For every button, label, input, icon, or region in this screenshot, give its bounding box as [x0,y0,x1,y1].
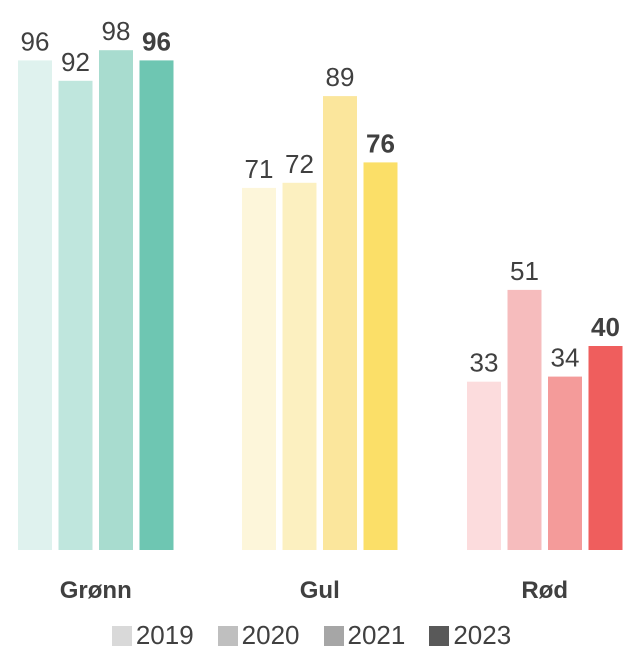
value-label-gul-2023: 76 [366,128,395,158]
bar-gul-2019 [242,187,276,550]
bar-grønn-2021 [99,50,133,550]
value-label-rød-2023: 40 [591,312,620,342]
legend-item-2023: 2023 [429,620,511,651]
legend-label: 2021 [347,620,406,650]
bar-chart: 96 92 98 96 71 72 89 76 33 51 34 40 Grønn Gul Rød [18,16,623,604]
value-label-gul-2021: 89 [326,62,355,92]
bar-grønn-2020 [58,80,93,551]
value-label-rød-2021: 34 [551,343,580,373]
value-label-rød-2019: 33 [470,348,499,378]
value-label-gul-2019: 71 [245,154,274,184]
legend-swatch [429,625,450,646]
legend-swatch [111,625,132,646]
legend-label: 2019 [135,620,194,650]
category-label-rød: Rød [521,577,568,604]
legend-label: 2020 [241,620,300,650]
value-labels-group: 96 92 98 96 71 72 89 76 33 51 34 40 [21,16,620,378]
value-label-grønn-2019: 96 [21,26,50,56]
bar-rød-2020 [507,289,542,550]
value-label-rød-2020: 51 [510,256,539,286]
bar-rød-2019 [467,381,501,550]
value-label-grønn-2021: 98 [102,16,131,46]
category-labels-group: Grønn Gul Rød [60,577,568,604]
bar-rød-2023 [588,346,623,550]
bar-grønn-2019 [18,60,52,551]
value-label-gul-2020: 72 [285,149,314,179]
legend-item-2019: 2019 [111,620,194,651]
legend-swatch [217,625,238,646]
bars-group [18,50,623,551]
legend-swatch [323,625,344,646]
bar-gul-2023 [363,162,398,550]
value-label-grønn-2023: 96 [142,26,171,56]
legend-item-2021: 2021 [323,620,406,651]
bar-rød-2021 [548,376,582,550]
category-label-grønn: Grønn [60,577,132,604]
legend-label: 2023 [453,620,512,650]
value-label-grønn-2020: 92 [61,47,90,77]
bar-gul-2021 [323,96,357,550]
bar-grønn-2023 [139,60,174,551]
bar-gul-2020 [282,182,317,551]
category-label-gul: Gul [300,577,340,604]
legend: 2019 2020 2021 2023 [0,620,623,651]
legend-item-2020: 2020 [217,620,300,651]
